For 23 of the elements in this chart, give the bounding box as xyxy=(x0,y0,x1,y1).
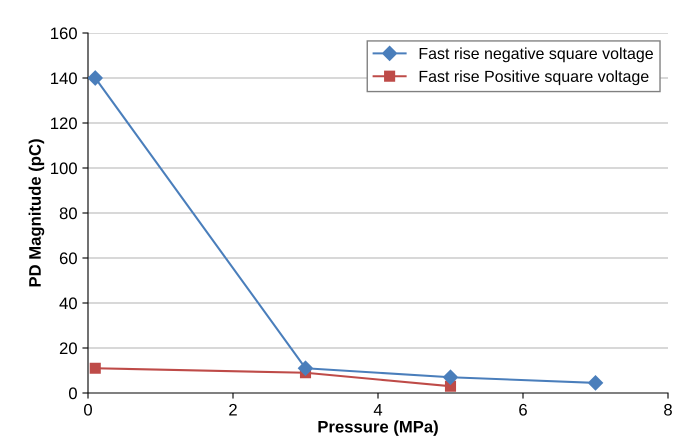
point xyxy=(298,360,314,376)
y-axis-title: PD Magnitude (pC) xyxy=(28,139,44,286)
y-tick-label: 80 xyxy=(60,207,77,220)
y-tick-label: 0 xyxy=(68,387,77,400)
x-tick-label: 6 xyxy=(519,404,527,416)
point xyxy=(90,362,101,374)
x-tick-label: 0 xyxy=(84,404,92,416)
point xyxy=(442,370,458,385)
point xyxy=(588,375,604,390)
x-axis-title: Pressure (MPa) xyxy=(318,420,438,436)
y-tick-label: 120 xyxy=(51,117,77,130)
y-tick-label: 140 xyxy=(51,72,77,84)
x-tick-label: 4 xyxy=(374,404,382,416)
y-tick-label: 100 xyxy=(51,162,77,174)
x-tick-label: 8 xyxy=(664,404,672,416)
legend-label: Fast rise negative square voltage xyxy=(420,47,653,62)
x-tick-label: 2 xyxy=(229,404,237,416)
legend-label: Fast rise Positive square voltage xyxy=(420,70,648,86)
y-tick-label: 160 xyxy=(51,27,77,40)
y-tick-label: 40 xyxy=(59,297,77,310)
y-tick-label: 20 xyxy=(60,342,77,354)
point xyxy=(88,70,103,86)
y-tick-label: 60 xyxy=(60,252,77,264)
